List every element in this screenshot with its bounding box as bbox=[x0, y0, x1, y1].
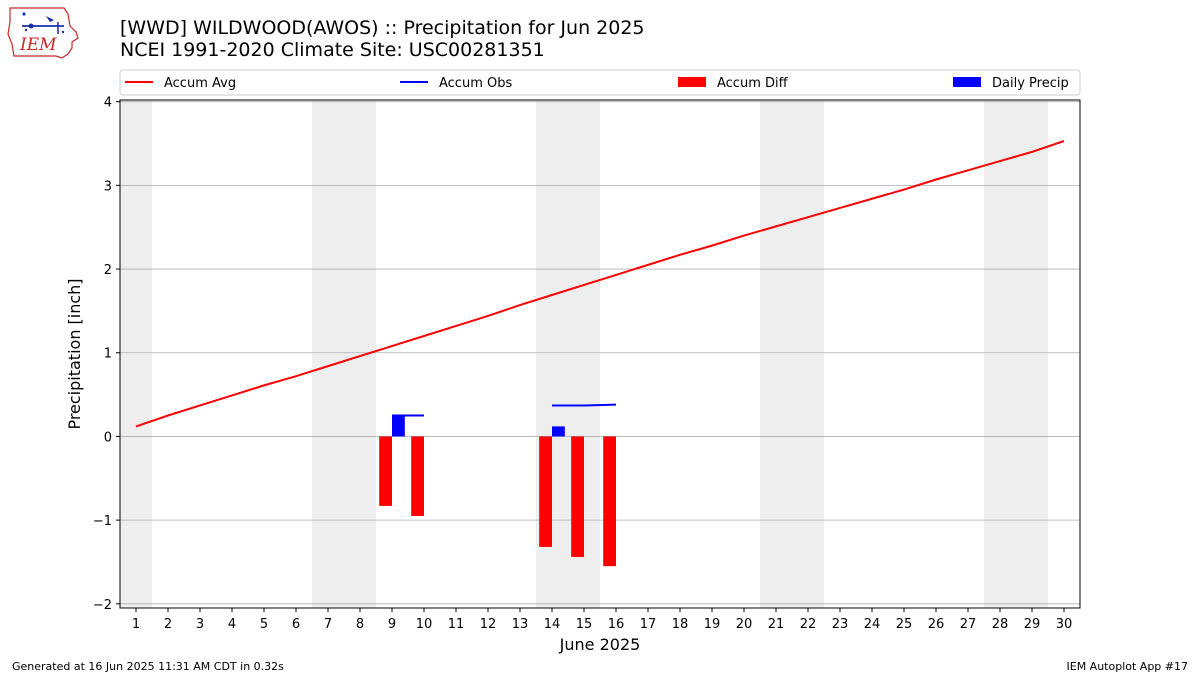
x-tick-label: 4 bbox=[228, 617, 236, 632]
plot-frame bbox=[119, 99, 1081, 609]
x-tick-label: 9 bbox=[388, 617, 396, 632]
chart-subtitle: NCEI 1991-2020 Climate Site: USC00281351 bbox=[120, 39, 545, 61]
legend-label: Accum Obs bbox=[439, 76, 512, 91]
x-tick-label: 28 bbox=[992, 617, 1009, 632]
x-tick-label: 5 bbox=[260, 617, 268, 632]
accum-diff-bar bbox=[411, 436, 424, 516]
legend-label: Accum Avg bbox=[164, 76, 236, 91]
x-tick-label: 13 bbox=[512, 617, 529, 632]
x-tick-label: 6 bbox=[292, 617, 300, 632]
legend-box bbox=[119, 69, 1081, 96]
x-tick-label: 8 bbox=[356, 617, 364, 632]
accum-diff-bar bbox=[379, 436, 392, 506]
accum-avg-line bbox=[135, 140, 1065, 428]
x-tick-label: 12 bbox=[480, 617, 497, 632]
y-axis-label: Precipitation [inch] bbox=[65, 278, 84, 429]
accum-obs-line bbox=[552, 403, 617, 407]
x-tick-label: 20 bbox=[736, 617, 753, 632]
x-tick-label: 19 bbox=[704, 617, 721, 632]
legend-label: Daily Precip bbox=[992, 76, 1069, 91]
app-label: IEM Autoplot App #17 bbox=[1066, 660, 1189, 673]
x-tick-label: 2 bbox=[164, 617, 172, 632]
y-tick-label: −2 bbox=[93, 598, 112, 613]
legend-label: Accum Diff bbox=[717, 76, 789, 91]
x-tick-label: 24 bbox=[864, 617, 881, 632]
accum-diff-bar bbox=[603, 436, 616, 567]
x-tick-label: 27 bbox=[960, 617, 977, 632]
y-tick-label: 2 bbox=[104, 263, 112, 278]
x-tick-label: 7 bbox=[324, 617, 332, 632]
x-tick-label: 10 bbox=[416, 617, 433, 632]
legend-swatch-bar bbox=[953, 77, 981, 87]
x-tick-label: 11 bbox=[448, 617, 465, 632]
x-tick-label: 18 bbox=[672, 617, 689, 632]
y-tick-label: 0 bbox=[104, 430, 112, 445]
y-tick-label: 4 bbox=[104, 96, 112, 111]
y-tick-label: −1 bbox=[93, 514, 112, 529]
iem-logo: IEM bbox=[7, 7, 79, 59]
weekend-shade bbox=[984, 100, 1048, 608]
chart-title: [WWD] WILDWOOD(AWOS) :: Precipitation fo… bbox=[120, 17, 645, 39]
accum-diff-bar bbox=[571, 436, 584, 557]
x-tick-label: 23 bbox=[832, 617, 849, 632]
x-tick-label: 21 bbox=[768, 617, 785, 632]
x-tick-label: 22 bbox=[800, 617, 817, 632]
x-tick-label: 29 bbox=[1024, 617, 1041, 632]
legend-swatch-bar bbox=[678, 77, 706, 87]
x-tick-label: 30 bbox=[1056, 617, 1073, 632]
x-tick-label: 25 bbox=[896, 617, 913, 632]
x-tick-label: 26 bbox=[928, 617, 945, 632]
x-tick-label: 3 bbox=[196, 617, 204, 632]
weekend-shade bbox=[120, 100, 152, 608]
x-tick-label: 14 bbox=[544, 617, 561, 632]
x-tick-label: 17 bbox=[640, 617, 657, 632]
x-tick-label: 1 bbox=[132, 617, 140, 632]
logo-text: IEM bbox=[19, 35, 57, 55]
x-tick-label: 16 bbox=[608, 617, 625, 632]
x-axis-label: June 2025 bbox=[559, 635, 641, 654]
accum-diff-bar bbox=[539, 436, 552, 547]
y-tick-label: 3 bbox=[104, 179, 112, 194]
daily-precip-bar bbox=[392, 415, 405, 437]
x-tick-label: 15 bbox=[576, 617, 593, 632]
weekend-shade bbox=[760, 100, 824, 608]
generated-timestamp: Generated at 16 Jun 2025 11:31 AM CDT in… bbox=[12, 660, 284, 673]
daily-precip-bar bbox=[552, 426, 565, 437]
y-tick-label: 1 bbox=[104, 347, 112, 362]
